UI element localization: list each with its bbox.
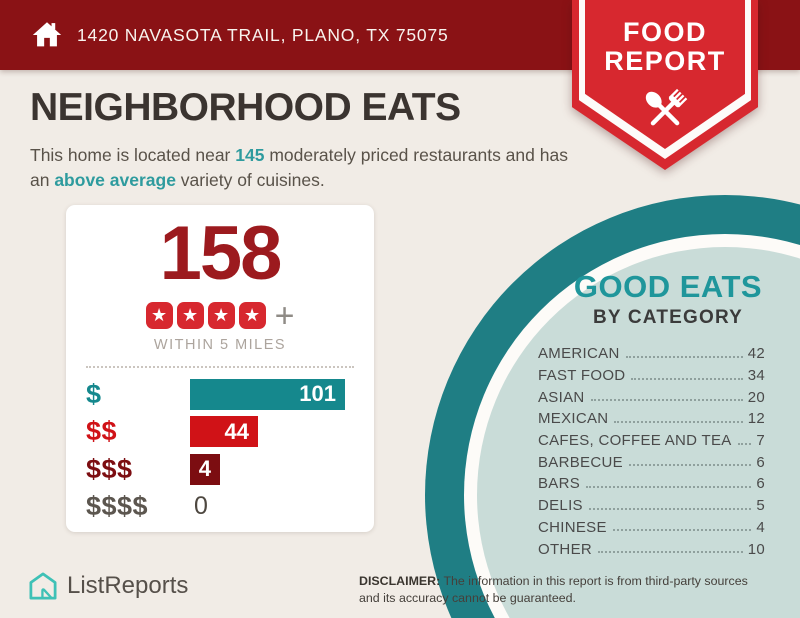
- category-value: 12: [747, 410, 765, 428]
- category-row: BARS 6: [538, 473, 765, 495]
- star-icon: ★: [238, 302, 266, 330]
- category-value: 6: [756, 475, 765, 493]
- radius-caption: WITHIN 5 MILES: [153, 336, 287, 353]
- badge-line2: REPORT: [604, 46, 726, 76]
- intro-text: This home is located near 145 moderately…: [30, 143, 578, 193]
- price-tier-label: $: [86, 378, 102, 409]
- brand-name: ListReports: [67, 572, 189, 599]
- category-panel-title: GOOD EATS: [573, 269, 763, 304]
- price-row: $101: [86, 378, 354, 410]
- dotted-leader: [614, 420, 743, 423]
- category-label: CHINESE: [538, 518, 607, 536]
- star-rating: ★ ★ ★ ★: [145, 302, 266, 330]
- dotted-leader: [586, 485, 752, 488]
- price-chart: $101 $$ 44 $$$ 4 $$$$ 0: [66, 378, 374, 523]
- food-report-badge: FOOD REPORT: [572, 0, 758, 170]
- disclaimer-label: DISCLAIMER:: [359, 574, 441, 588]
- price-tier-label: $$$: [86, 453, 133, 484]
- category-panel-subtitle: BY CATEGORY: [592, 307, 744, 328]
- home-icon: [32, 22, 62, 47]
- category-row: ASIAN 20: [538, 386, 765, 408]
- dotted-leader: [631, 377, 743, 380]
- category-label: OTHER: [538, 540, 592, 558]
- category-value: 10: [747, 540, 765, 558]
- star-icon: ★: [145, 302, 173, 330]
- dotted-leader: [598, 551, 743, 554]
- category-value: 4: [756, 518, 765, 536]
- restaurant-count: 145: [235, 145, 265, 165]
- price-row: $$ 44: [86, 416, 354, 448]
- stars-row: ★ ★ ★ ★ +: [66, 296, 374, 335]
- price-bar: 4: [190, 453, 220, 485]
- price-bar-value: 44: [224, 418, 249, 444]
- category-row: AMERICAN 42: [538, 343, 765, 365]
- intro-t1: This home is located near: [30, 145, 236, 165]
- category-row: CAFES, COFFEE AND TEA 7: [538, 430, 765, 452]
- category-row: BARBECUE 6: [538, 451, 765, 473]
- category-label: MEXICAN: [538, 410, 609, 428]
- page-title: NEIGHBORHOOD EATS: [30, 86, 461, 129]
- star-icon: ★: [207, 302, 235, 330]
- price-bar-value: 101: [299, 381, 336, 407]
- dotted-leader: [737, 442, 752, 445]
- dotted-leader: [590, 399, 743, 402]
- price-bar-value: 4: [198, 456, 211, 482]
- dotted-leader: [588, 507, 752, 510]
- category-label: DELIS: [538, 497, 583, 515]
- dotted-leader: [612, 529, 752, 532]
- category-label: BARBECUE: [538, 453, 623, 471]
- dotted-leader: [628, 464, 752, 467]
- category-value: 20: [747, 388, 765, 406]
- category-label: BARS: [538, 475, 581, 493]
- category-panel-header: GOOD EATS BY CATEGORY: [548, 269, 788, 329]
- price-bar: 44: [190, 416, 258, 448]
- category-label: CAFES, COFFEE AND TEA: [538, 432, 732, 450]
- dotted-divider: [86, 365, 354, 368]
- badge-line1: FOOD: [623, 17, 707, 47]
- disclaimer-text: DISCLAIMER: The information in this repo…: [359, 574, 748, 606]
- plus-icon: +: [274, 296, 295, 335]
- listreports-logo: ListReports: [28, 571, 188, 601]
- category-row: OTHER 10: [538, 538, 765, 560]
- category-label: FAST FOOD: [538, 367, 626, 385]
- total-restaurants: 158: [159, 211, 283, 296]
- category-value: 6: [756, 453, 765, 471]
- price-row: $$$$ 0: [86, 491, 354, 522]
- category-row: MEXICAN 12: [538, 408, 765, 430]
- intro-t2: moderately priced restaurants and has an: [30, 145, 568, 190]
- price-bar: 101: [190, 378, 345, 410]
- price-tier-label: $$: [86, 416, 118, 447]
- category-value: 34: [747, 367, 765, 385]
- summary-card: 158 ★ ★ ★ ★ + WITHIN 5 MILES $101 $$ 44 $$$ 4 $$…: [66, 205, 374, 532]
- category-value: 42: [747, 345, 765, 363]
- price-tier-label: $$$$: [86, 491, 149, 522]
- category-value: 7: [756, 432, 765, 450]
- intro-t3: variety of cuisines.: [175, 169, 325, 190]
- crossed-utensils-icon: [645, 88, 688, 126]
- category-list: AMERICAN 42 FAST FOOD 34 ASIAN 20 MEXICAN 12 CAF…: [538, 343, 765, 560]
- dotted-leader: [625, 355, 743, 358]
- listreports-house-icon: [29, 572, 57, 600]
- category-row: CHINESE 4: [538, 517, 765, 539]
- price-bar-value: 0: [194, 492, 208, 521]
- category-row: DELIS 5: [538, 495, 765, 517]
- price-row: $$$ 4: [86, 453, 354, 485]
- variety-highlight: above average: [54, 169, 176, 190]
- address-text: 1420 NAVASOTA TRAIL, PLANO, TX 75075: [77, 24, 449, 45]
- category-row: FAST FOOD 34: [538, 365, 765, 387]
- star-icon: ★: [176, 302, 204, 330]
- category-label: ASIAN: [538, 388, 585, 406]
- category-label: AMERICAN: [538, 345, 620, 363]
- category-value: 5: [756, 497, 765, 515]
